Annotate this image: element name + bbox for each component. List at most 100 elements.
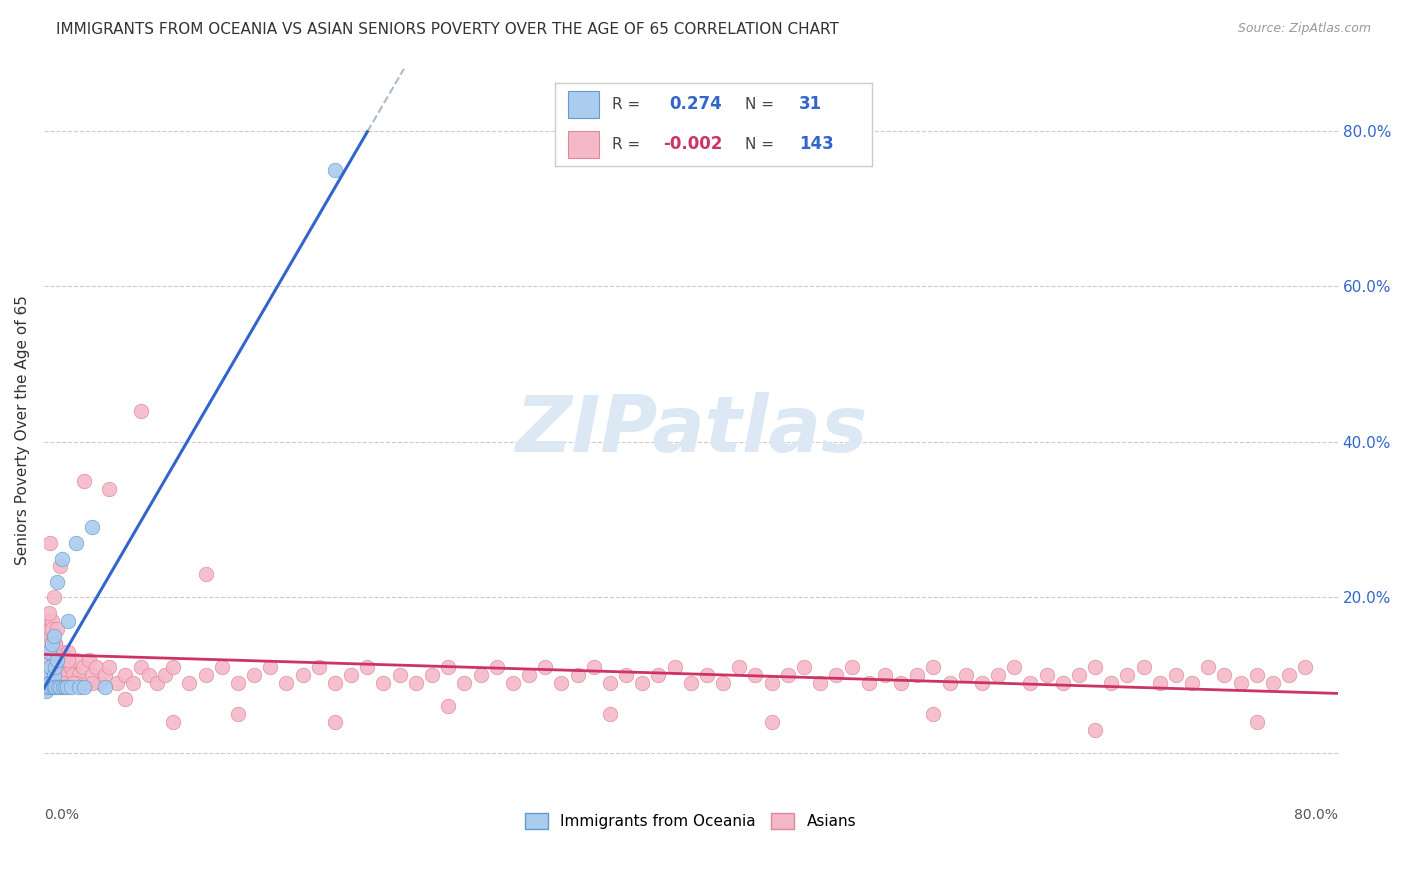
Point <box>52 676 75 690</box>
Point <box>42 591 65 605</box>
Point <box>1132 660 1154 674</box>
Point <box>37 653 59 667</box>
Point <box>679 676 702 690</box>
Point <box>647 668 669 682</box>
Point <box>987 668 1010 682</box>
Point <box>38 629 60 643</box>
Point <box>744 668 766 682</box>
Point <box>534 660 557 674</box>
Point <box>1246 714 1268 729</box>
Point <box>955 668 977 682</box>
Point <box>94 680 117 694</box>
Point <box>34 637 56 651</box>
Point <box>65 676 87 690</box>
Point <box>94 668 117 682</box>
Point <box>42 668 65 682</box>
Point <box>502 676 524 690</box>
Point <box>60 680 83 694</box>
Point <box>39 660 62 674</box>
Point <box>38 606 60 620</box>
Point <box>97 482 120 496</box>
Point <box>73 474 96 488</box>
Point <box>37 668 59 682</box>
Point <box>62 676 84 690</box>
Point <box>728 660 751 674</box>
Text: IMMIGRANTS FROM OCEANIA VS ASIAN SENIORS POVERTY OVER THE AGE OF 65 CORRELATION : IMMIGRANTS FROM OCEANIA VS ASIAN SENIORS… <box>56 22 839 37</box>
Point <box>45 574 67 589</box>
Point <box>614 668 637 682</box>
Point <box>1164 668 1187 682</box>
Point <box>356 660 378 674</box>
Point <box>37 680 59 694</box>
Point <box>1197 660 1219 674</box>
Point <box>138 668 160 682</box>
Point <box>45 645 67 659</box>
Point <box>761 714 783 729</box>
Point <box>291 668 314 682</box>
Point <box>41 622 63 636</box>
Point <box>45 653 67 667</box>
Point <box>41 680 63 694</box>
Point <box>105 676 128 690</box>
Point <box>38 676 60 690</box>
Point <box>1002 660 1025 674</box>
Point <box>162 714 184 729</box>
Point <box>808 676 831 690</box>
Point <box>49 660 72 674</box>
Point <box>1035 668 1057 682</box>
Point <box>63 676 86 690</box>
Point <box>45 622 67 636</box>
Point <box>308 660 330 674</box>
Point <box>44 660 66 674</box>
Point <box>41 676 63 690</box>
Point <box>1246 668 1268 682</box>
Point <box>922 660 945 674</box>
Point <box>711 676 734 690</box>
Point <box>39 660 62 674</box>
Point <box>77 653 100 667</box>
Point <box>69 680 91 694</box>
Point <box>1229 676 1251 690</box>
Point <box>129 660 152 674</box>
Point <box>373 676 395 690</box>
Point <box>48 680 70 694</box>
Point <box>1116 668 1139 682</box>
Point <box>38 645 60 659</box>
Point <box>825 668 848 682</box>
Point <box>1052 676 1074 690</box>
Point <box>420 668 443 682</box>
Point <box>38 680 60 694</box>
Point <box>114 668 136 682</box>
Point <box>1019 676 1042 690</box>
Point <box>905 668 928 682</box>
Point <box>890 676 912 690</box>
Text: Source: ZipAtlas.com: Source: ZipAtlas.com <box>1237 22 1371 36</box>
Point <box>1099 676 1122 690</box>
Point <box>75 676 97 690</box>
Point <box>89 676 111 690</box>
Y-axis label: Seniors Poverty Over the Age of 65: Seniors Poverty Over the Age of 65 <box>15 295 30 566</box>
Point <box>873 668 896 682</box>
Point <box>82 520 104 534</box>
Point <box>34 683 56 698</box>
Point <box>44 637 66 651</box>
Point <box>129 404 152 418</box>
Point <box>276 676 298 690</box>
Point <box>567 668 589 682</box>
Point <box>485 660 508 674</box>
Point <box>52 680 75 694</box>
Point <box>226 676 249 690</box>
Point <box>39 536 62 550</box>
Point <box>39 676 62 690</box>
Point <box>211 660 233 674</box>
Point <box>599 676 621 690</box>
Point <box>550 676 572 690</box>
Point <box>970 676 993 690</box>
Point <box>599 707 621 722</box>
Point <box>41 614 63 628</box>
Point <box>45 660 67 674</box>
Point <box>56 614 79 628</box>
Point <box>72 660 94 674</box>
Point <box>121 676 143 690</box>
Point <box>1213 668 1236 682</box>
